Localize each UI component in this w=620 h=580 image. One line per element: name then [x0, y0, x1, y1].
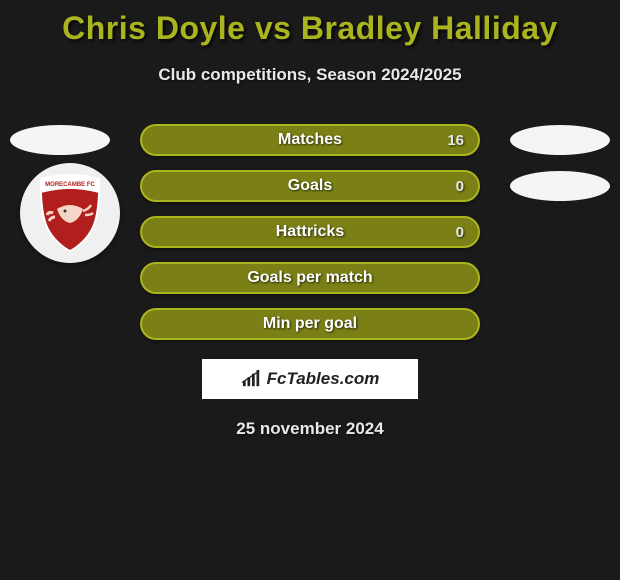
- stat-value-right: 16: [447, 132, 464, 149]
- stat-pill-goals: Goals 0: [140, 170, 480, 202]
- stat-pill-gpm: Goals per match: [140, 262, 480, 294]
- stat-label: Matches: [278, 131, 342, 149]
- stats-container: MORECAMBE FC Matches 16 Goals 0 Hattrick…: [0, 117, 620, 347]
- stat-row: Min per goal: [0, 301, 620, 347]
- date-label: 25 november 2024: [0, 419, 620, 439]
- stat-row: Goals per match: [0, 255, 620, 301]
- page-title: Chris Doyle vs Bradley Halliday: [0, 0, 620, 47]
- stat-pill-mpg: Min per goal: [140, 308, 480, 340]
- stat-row: Hattricks 0: [0, 209, 620, 255]
- stat-label: Goals per match: [247, 269, 372, 287]
- stat-pill-matches: Matches 16: [140, 124, 480, 156]
- player-pill-left: [10, 125, 110, 155]
- stat-label: Goals: [288, 177, 332, 195]
- stat-row: Matches 16: [0, 117, 620, 163]
- subtitle: Club competitions, Season 2024/2025: [0, 65, 620, 85]
- brand-box[interactable]: FcTables.com: [202, 359, 418, 399]
- brand-label: FcTables.com: [267, 369, 380, 389]
- player-pill-right: [510, 125, 610, 155]
- stat-label: Min per goal: [263, 315, 357, 333]
- stat-value-right: 0: [456, 224, 464, 241]
- player-pill-right: [510, 171, 610, 201]
- barchart-icon: [241, 370, 263, 388]
- stat-value-right: 0: [456, 178, 464, 195]
- stat-row: Goals 0: [0, 163, 620, 209]
- stat-pill-hattricks: Hattricks 0: [140, 216, 480, 248]
- stat-label: Hattricks: [276, 223, 344, 241]
